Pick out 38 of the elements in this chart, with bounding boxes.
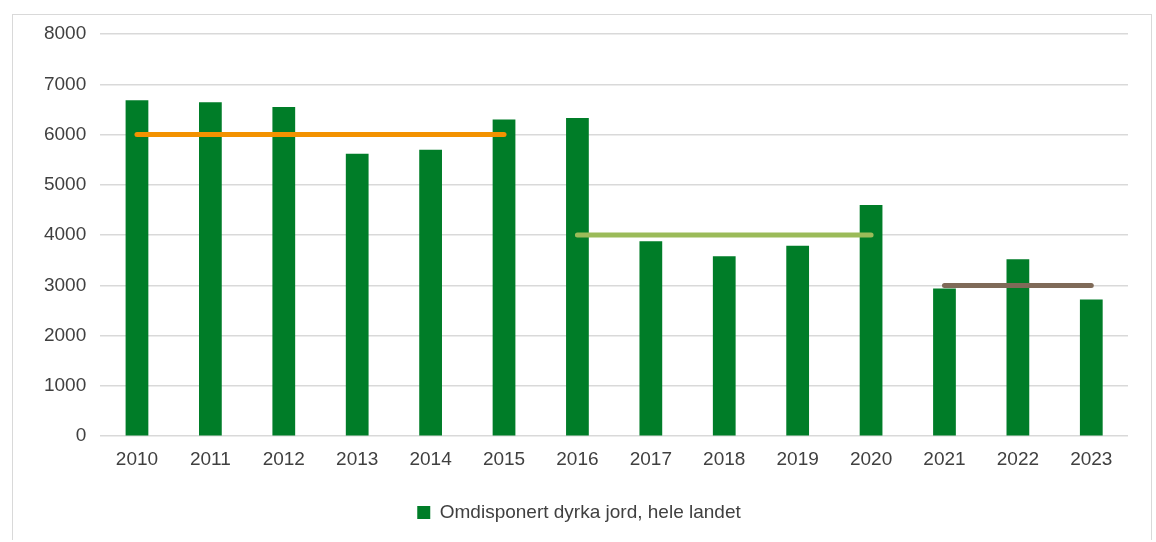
bar [1006, 259, 1030, 436]
x-tick-label: 2011 [189, 447, 231, 469]
y-tick-label: 2000 [43, 323, 87, 345]
bar [639, 241, 663, 436]
y-tick-label: 1000 [43, 374, 87, 396]
y-tick-label: 6000 [43, 122, 87, 144]
x-tick-label: 2017 [629, 447, 672, 469]
x-tick-label: 2021 [923, 447, 966, 469]
bar [492, 119, 516, 436]
x-tick-label: 2016 [556, 447, 599, 469]
bar [199, 102, 222, 436]
x-tick-label: 2015 [482, 447, 526, 469]
x-tick-label: 2018 [703, 447, 746, 469]
x-tick-label: 2023 [1070, 447, 1113, 469]
bar [933, 288, 956, 436]
x-tick-label: 2010 [115, 447, 159, 469]
x-tick-label: 2014 [409, 447, 453, 469]
x-tick-label: 2012 [262, 447, 305, 469]
bar [345, 153, 369, 436]
bar [786, 245, 810, 436]
y-tick-label: 5000 [43, 173, 87, 195]
bar [125, 100, 149, 436]
y-tick-label: 3000 [43, 273, 87, 295]
bar [272, 106, 296, 436]
x-tick-label: 2022 [996, 447, 1040, 469]
bar [859, 204, 883, 436]
y-tick-label: 8000 [43, 22, 87, 44]
bar [1079, 299, 1103, 436]
bar [712, 256, 736, 436]
y-tick-label: 7000 [43, 72, 87, 94]
legend-label: Omdisponert dyrka jord, hele landet [439, 500, 742, 522]
bar [419, 149, 442, 436]
x-tick-label: 2020 [849, 447, 893, 469]
bar [566, 117, 589, 436]
y-tick-label: 4000 [43, 223, 87, 245]
y-tick-label: 0 [75, 424, 87, 446]
x-tick-label: 2019 [776, 447, 819, 469]
x-tick-label: 2013 [336, 447, 379, 469]
